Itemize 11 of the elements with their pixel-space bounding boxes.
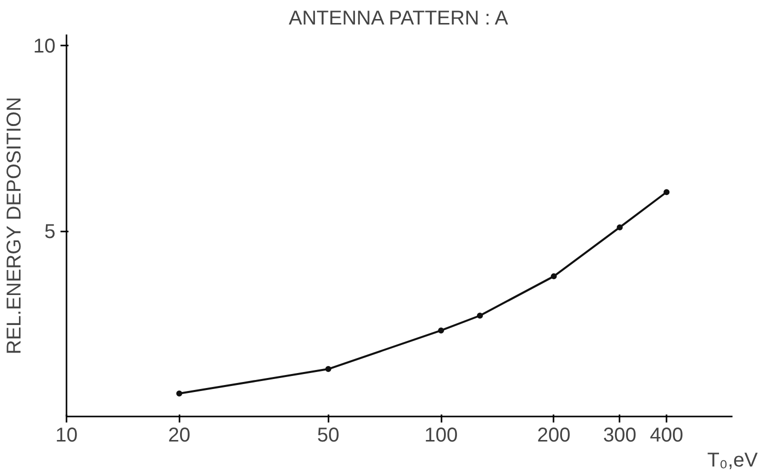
chart-title: ANTENNA PATTERN : A	[288, 8, 509, 30]
x-tick-label: 50	[317, 424, 340, 446]
x-tick-label: 400	[650, 424, 684, 446]
x-tick-label: 20	[168, 424, 190, 446]
x-tick-label: 10	[55, 424, 78, 446]
x-axis-title: T₀,eV	[707, 450, 758, 472]
y-tick-label: 5	[44, 221, 56, 244]
x-tick-label: 200	[537, 424, 570, 446]
x-tick-label: 100	[424, 424, 458, 446]
x-tick-label: 300	[603, 424, 636, 446]
y-axis-title: REL.ENERGY DEPOSITION	[3, 96, 26, 354]
